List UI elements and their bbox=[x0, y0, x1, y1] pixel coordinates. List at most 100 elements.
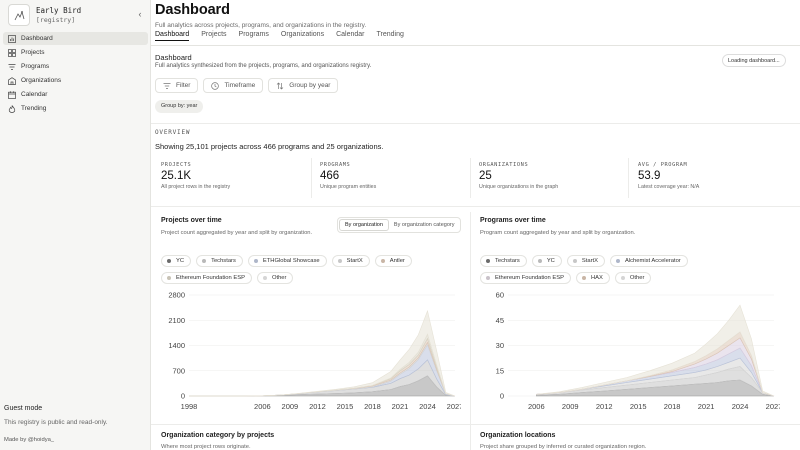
sidebar-nav: Dashboard Projects Programs Organization… bbox=[3, 32, 148, 116]
legend-label: Other bbox=[629, 275, 645, 281]
stat-programs: PROGRAMS 466 Unique program entities bbox=[320, 162, 376, 190]
page-subtitle: Full analytics across projects, programs… bbox=[155, 22, 367, 29]
stat-organizations: ORGANIZATIONS 25 Unique organizations in… bbox=[479, 162, 558, 190]
section-title: Dashboard bbox=[155, 53, 192, 62]
legend-chip[interactable]: Techstars bbox=[196, 255, 243, 267]
stat-value: 466 bbox=[320, 170, 340, 182]
legend-chip[interactable]: HAX bbox=[575, 272, 610, 284]
programs-panel-title: Programs over time bbox=[480, 217, 546, 224]
legend-chip[interactable]: Techstars bbox=[480, 255, 527, 267]
tab-dashboard[interactable]: Dashboard bbox=[155, 31, 190, 41]
projects-split-toggle: By organization By organization category bbox=[337, 217, 462, 233]
y-tick-label: 0 bbox=[500, 392, 504, 401]
y-tick-label: 0 bbox=[181, 392, 185, 401]
y-tick-label: 2800 bbox=[168, 291, 185, 300]
legend-label: YC bbox=[546, 258, 555, 264]
sidebar-item-label: Dashboard bbox=[21, 35, 53, 42]
sidebar-item-dashboard[interactable]: Dashboard bbox=[3, 32, 148, 45]
sidebar-item-programs[interactable]: Programs bbox=[3, 60, 148, 73]
sidebar-item-trending[interactable]: Trending bbox=[3, 102, 148, 115]
legend-chip[interactable]: StartX bbox=[566, 255, 605, 267]
tab-trending[interactable]: Trending bbox=[376, 31, 404, 38]
legend-dot-icon bbox=[581, 276, 586, 280]
x-tick-label: 2027 bbox=[447, 402, 461, 411]
org-locations-panel-title: Organization locations bbox=[480, 432, 556, 439]
x-tick-label: 2015 bbox=[337, 402, 354, 411]
legend-chip[interactable]: Other bbox=[256, 272, 294, 284]
legend-chip[interactable]: Antler bbox=[374, 255, 412, 267]
guest-mode-text: This registry is public and read-only. bbox=[4, 419, 108, 426]
sort-arrows-icon bbox=[277, 82, 284, 89]
legend-chip[interactable]: Ethereum Foundation ESP bbox=[161, 272, 252, 284]
sidebar-item-label: Calendar bbox=[21, 91, 48, 98]
legend-dot-icon bbox=[262, 276, 267, 280]
group-by-badge[interactable]: Group by: year bbox=[155, 100, 204, 113]
programs-panel-subtitle: Program count aggregated by year and spl… bbox=[480, 230, 636, 236]
brand[interactable]: Early Bird [registry] bbox=[6, 4, 145, 26]
tab-projects[interactable]: Projects bbox=[201, 31, 227, 38]
legend-dot-icon bbox=[615, 259, 620, 263]
sidebar-item-organizations[interactable]: Organizations bbox=[3, 74, 148, 87]
sidebar-item-calendar[interactable]: Calendar bbox=[3, 88, 148, 101]
tab-programs[interactable]: Programs bbox=[238, 31, 269, 38]
stat-label: PROGRAMS bbox=[320, 162, 351, 168]
collapse-sidebar-icon[interactable]: ‹ bbox=[138, 9, 142, 19]
legend-dot-icon bbox=[253, 259, 258, 263]
legend-dot-icon bbox=[572, 259, 577, 263]
legend-chip[interactable]: Ethereum Foundation ESP bbox=[480, 272, 571, 284]
x-tick-label: 2027 bbox=[766, 402, 780, 411]
made-by-credit[interactable]: Made by @hoidya_ bbox=[4, 437, 55, 443]
legend-label: StartX bbox=[346, 258, 363, 264]
page-title: Dashboard bbox=[155, 2, 230, 18]
divider bbox=[151, 206, 800, 207]
x-tick-label: 2021 bbox=[392, 402, 409, 411]
bar-chart-icon bbox=[8, 34, 16, 43]
section-subtitle: Full analytics synthesized from the proj… bbox=[155, 63, 372, 69]
legend-chip[interactable]: YC bbox=[161, 255, 192, 267]
app-tag: [registry] bbox=[36, 16, 76, 24]
legend-label: Ethereum Foundation ESP bbox=[495, 275, 564, 281]
x-tick-label: 2012 bbox=[596, 402, 613, 411]
clock-icon bbox=[211, 81, 220, 90]
legend-chip[interactable]: Other bbox=[614, 272, 652, 284]
y-tick-label: 45 bbox=[496, 316, 504, 325]
group-by-label: Group by year bbox=[289, 82, 331, 89]
main-content: Dashboard Full analytics across projects… bbox=[151, 0, 800, 450]
divider bbox=[470, 212, 471, 450]
stat-label: ORGANIZATIONS bbox=[479, 162, 529, 168]
divider bbox=[311, 158, 312, 198]
stat-value: 53.9 bbox=[638, 170, 661, 182]
legend-chip[interactable]: Alchemist Accelerator bbox=[609, 255, 688, 267]
x-tick-label: 2018 bbox=[364, 402, 381, 411]
sidebar-item-label: Programs bbox=[21, 63, 50, 70]
legend-label: Techstars bbox=[211, 258, 236, 264]
legend-chip[interactable]: YC bbox=[531, 255, 562, 267]
sidebar-item-projects[interactable]: Projects bbox=[3, 46, 148, 59]
legend-dot-icon bbox=[486, 259, 490, 263]
filter-button[interactable]: Filter bbox=[155, 78, 199, 93]
building-icon bbox=[8, 76, 16, 85]
stat-label: PROJECTS bbox=[161, 162, 192, 168]
x-tick-label: 2006 bbox=[528, 402, 545, 411]
tab-calendar[interactable]: Calendar bbox=[336, 31, 365, 38]
org-locations-panel-subtitle: Project share grouped by inferred or cur… bbox=[480, 444, 647, 450]
stat-desc: Unique program entities bbox=[320, 184, 377, 190]
timeframe-button[interactable]: Timeframe bbox=[203, 78, 264, 93]
x-tick-label: 2009 bbox=[282, 402, 299, 411]
tab-organizations[interactable]: Organizations bbox=[280, 31, 325, 38]
overview-label: OVERVIEW bbox=[155, 129, 191, 136]
by-organization-category-option[interactable]: By organization category bbox=[393, 222, 455, 228]
calendar-icon bbox=[8, 90, 16, 99]
divider bbox=[151, 424, 800, 425]
legend-chip[interactable]: ETHGlobal Showcase bbox=[247, 255, 327, 267]
divider bbox=[151, 123, 800, 124]
y-tick-label: 30 bbox=[496, 341, 504, 350]
divider bbox=[628, 158, 629, 198]
guest-mode-title: Guest mode bbox=[4, 405, 43, 412]
by-organization-option[interactable]: By organization bbox=[339, 219, 389, 231]
legend-chip[interactable]: StartX bbox=[331, 255, 370, 267]
stat-value: 25 bbox=[479, 170, 492, 182]
sidebar: Early Bird [registry] ‹ Dashboard Projec… bbox=[0, 0, 151, 450]
group-by-button[interactable]: Group by year bbox=[268, 78, 339, 93]
legend-dot-icon bbox=[167, 276, 171, 280]
